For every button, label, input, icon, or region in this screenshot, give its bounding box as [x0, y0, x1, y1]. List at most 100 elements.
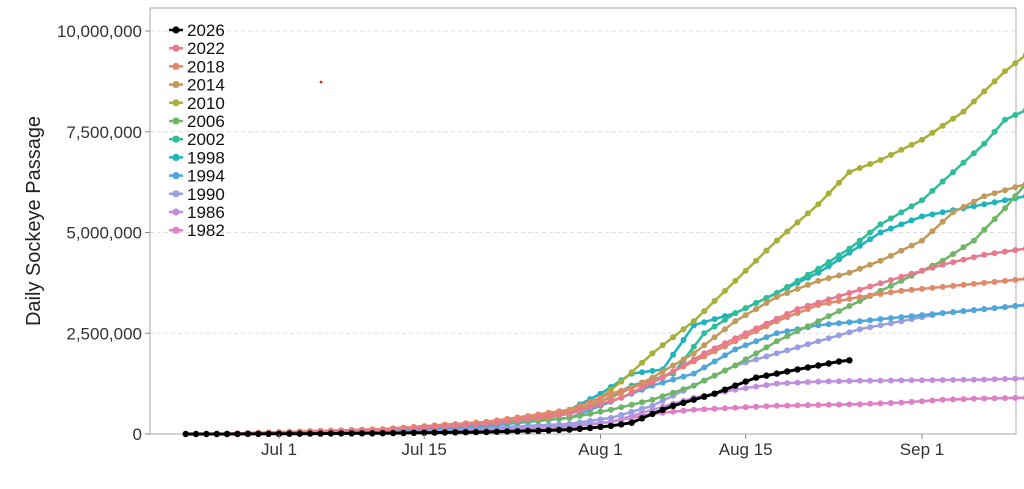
point-2026-33	[524, 427, 532, 435]
point-2022-40	[628, 389, 635, 396]
point-2014-75	[991, 190, 998, 197]
point-2010-74	[981, 88, 988, 95]
point-2026-31	[504, 428, 511, 435]
point-2014-47	[701, 342, 708, 349]
point-2022-61	[846, 290, 853, 296]
point-1998-62	[856, 242, 863, 249]
point-2026-61	[815, 362, 822, 369]
point-1990-53	[763, 353, 770, 360]
point-1986-71	[950, 376, 957, 383]
point-2014-74	[981, 193, 988, 200]
point-2022-64	[877, 280, 884, 287]
point-2026-24	[431, 429, 438, 436]
point-1990-32	[545, 421, 552, 428]
point-2026-16	[348, 430, 355, 437]
point-2002-74	[981, 140, 988, 147]
point-2026-35	[545, 427, 552, 434]
point-2002-75	[991, 128, 998, 135]
point-2002-48	[711, 323, 718, 330]
point-2014-66	[898, 247, 905, 254]
point-2026-14	[327, 430, 335, 437]
point-1986-75	[991, 376, 998, 383]
point-2010-65	[887, 151, 894, 158]
point-2006-55	[784, 333, 791, 340]
y-axis-title: Daily Sockeye Passage	[23, 116, 45, 326]
point-2022-28	[504, 418, 511, 425]
point-2026-50	[701, 393, 708, 400]
point-2010-70	[939, 122, 946, 129]
point-2022-65	[887, 277, 894, 284]
point-2018-62	[856, 294, 863, 300]
point-2026-20	[389, 429, 397, 437]
point-1982-69	[929, 397, 936, 404]
point-1990-52	[753, 356, 760, 363]
point-2026-3	[213, 430, 220, 438]
point-2026-26	[452, 429, 459, 436]
point-1990-34	[566, 420, 573, 427]
point-2026-6	[244, 430, 252, 438]
legend-swatch-marker-1986	[172, 208, 180, 216]
point-1994-51	[742, 342, 749, 349]
point-2002-59	[825, 259, 832, 266]
legend-label-2018: 2018	[187, 57, 225, 76]
point-1990-59	[825, 335, 832, 342]
point-2002-56	[794, 277, 801, 284]
point-1990-35	[576, 419, 583, 426]
point-2026-34	[535, 427, 542, 434]
point-1994-45	[680, 373, 687, 380]
point-1982-75	[991, 395, 998, 402]
point-2022-22	[441, 423, 448, 430]
point-2022-24	[462, 422, 469, 429]
point-1982-46	[690, 406, 697, 413]
point-2026-64	[846, 357, 853, 364]
point-2026-22	[410, 429, 417, 436]
point-2026-11	[296, 430, 303, 437]
legend-swatch-marker-2002	[172, 135, 180, 143]
point-2010-50	[732, 277, 739, 284]
point-2006-72	[960, 244, 967, 251]
point-1986-54	[773, 380, 780, 387]
point-2006-36	[587, 410, 594, 417]
legend-swatch-marker-1998	[172, 153, 180, 161]
point-2026-29	[483, 428, 490, 436]
point-2014-57	[804, 281, 811, 288]
point-2002-67	[908, 203, 915, 210]
point-2014-68	[919, 237, 925, 244]
legend-label-2014: 2014	[187, 76, 225, 95]
point-2002-70	[939, 178, 946, 185]
point-1986-68	[919, 377, 925, 384]
point-1982-50	[732, 404, 739, 411]
point-1998-44	[670, 351, 677, 358]
legend-label-1986: 1986	[187, 203, 225, 222]
point-2010-68	[919, 136, 925, 143]
legend: 2026202220182014201020062002199819941990…	[169, 21, 225, 240]
point-2026-30	[493, 428, 500, 435]
point-2022-20	[421, 424, 428, 431]
point-1986-72	[960, 376, 967, 383]
point-2006-42	[649, 396, 656, 403]
legend-swatch-marker-2010	[172, 99, 180, 107]
point-2010-62	[856, 165, 863, 171]
point-2022-62	[856, 286, 863, 293]
point-1994-68	[919, 312, 925, 319]
point-2010-43	[659, 342, 666, 349]
point-1986-40	[628, 412, 635, 419]
point-2022-56	[794, 306, 801, 313]
point-1986-77	[1012, 375, 1019, 382]
legend-label-1990: 1990	[187, 185, 225, 204]
point-2006-53	[763, 344, 770, 351]
point-1990-41	[639, 405, 645, 412]
point-2022-30	[524, 415, 531, 422]
point-2014-52	[753, 306, 760, 313]
point-2022-32	[545, 413, 552, 420]
point-2006-75	[991, 216, 998, 223]
point-1990-60	[836, 332, 842, 339]
point-1982-63	[867, 400, 874, 407]
point-1994-60	[836, 320, 842, 327]
point-1990-57	[804, 341, 811, 348]
point-2026-10	[286, 430, 293, 437]
point-1986-52	[753, 383, 760, 390]
point-1982-61	[846, 401, 853, 408]
point-2018-34	[566, 406, 573, 413]
